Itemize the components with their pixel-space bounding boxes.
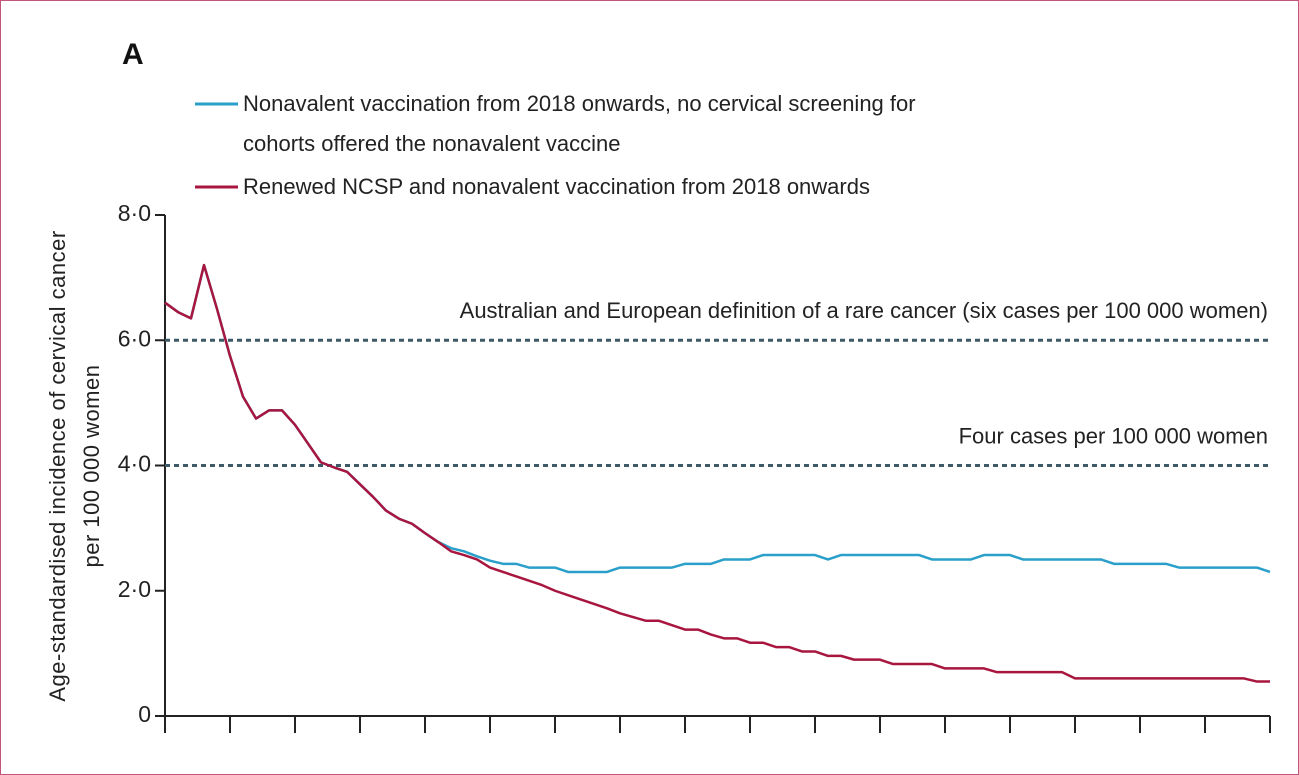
y-tick-label: 6·0 bbox=[118, 325, 151, 351]
y-tick-label: 2·0 bbox=[118, 576, 151, 602]
data-line bbox=[164, 263, 1270, 683]
y-tick-label: 0 bbox=[138, 701, 151, 727]
legend-label: Renewed NCSP and nonavalent vaccination … bbox=[243, 174, 870, 199]
y-axis-label: Age-standardised incidence of cervical c… bbox=[45, 230, 104, 702]
y-tick-label: 4·0 bbox=[118, 451, 151, 477]
legend-label: Nonavalent vaccination from 2018 onwards… bbox=[243, 91, 916, 156]
y-tick-label: 8·0 bbox=[118, 200, 151, 226]
reference-label: Australian and European definition of a … bbox=[460, 298, 1268, 323]
reference-label: Four cases per 100 000 women bbox=[959, 423, 1268, 448]
panel-label: A bbox=[122, 38, 144, 71]
